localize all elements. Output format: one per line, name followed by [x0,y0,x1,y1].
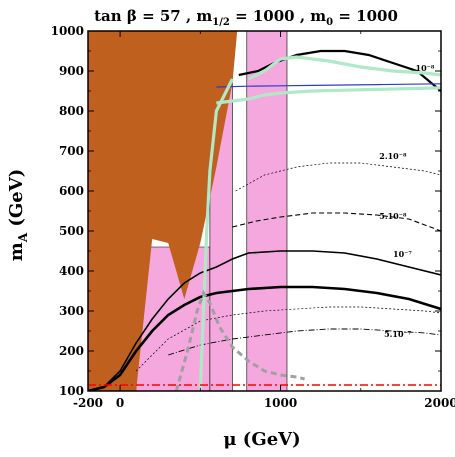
series-line-11 [174,289,305,391]
series-line-10 [198,78,234,391]
series-line-8 [216,86,441,105]
series-line-6 [168,328,441,356]
chart-title: tan β = 57 , m1/2 = 1000 , m0 = 1000 [94,7,398,28]
y-axis-label: mA (GeV) [6,169,30,261]
title-eq3: = 1000 [333,7,398,25]
series-line-7 [216,83,441,88]
y-tick-label-4: 500 [59,224,84,238]
ticks-layer: 100 200 300 400 500 600 700 800 900 1000 -200 0 1000… [51,24,455,410]
y-axis-label-tail: (GeV) [6,169,27,233]
title-sub-0: 0 [326,17,333,28]
series-line-5 [135,306,441,372]
title-tan: tan [94,7,127,25]
x-tick-label-1: 0 [116,396,124,410]
title-eq1: = 57 , m [137,7,213,25]
y-axis-label-main: m [6,242,27,261]
series-line-0 [238,49,441,92]
y-tick-label-3: 400 [59,264,84,278]
y-tick-label-6: 700 [59,144,84,158]
x-axis-label: μ (GeV) [223,429,300,450]
contour-label-1: 2.10⁻⁸ [379,151,407,161]
x-tick-label-0: -200 [73,396,103,410]
series-line-3 [88,250,441,391]
y-tick-label-0: 100 [59,384,84,398]
series-line-1 [235,162,441,192]
series-line-9 [247,55,441,81]
y-tick-label-5: 600 [59,184,84,198]
contour-label-2: 5.10⁻⁸ [379,211,407,221]
excluded-region [88,31,238,391]
contour-lines-layer [88,49,441,391]
y-axis-label-sub: A [16,232,30,243]
y-tick-label-8: 900 [59,64,84,78]
regions-layer [88,30,288,392]
title-sub-half: 1/2 [212,17,230,28]
contour-label-0: 10⁻⁸ [416,63,435,73]
y-tick-label-7: 800 [59,104,84,118]
title-eq2: = 1000 , m [230,7,326,25]
title-beta: β [127,7,137,25]
x-tick-label-2: 1000 [264,396,297,410]
y-tick-label-2: 300 [59,304,84,318]
y-tick-label-9: 1000 [51,24,84,38]
series-line-4 [88,285,441,391]
contour-label-6: 5.10⁻⁷ [384,329,412,339]
annotations-layer: 10⁻⁸ 2.10⁻⁸ 5.10⁻⁸ 10⁻⁷ 5.10⁻⁷ [379,63,435,339]
pink-band-3 [246,30,288,392]
contour-label-3: 10⁻⁷ [393,249,412,259]
series-line-2 [232,212,441,232]
x-tick-label-3: 2000 [424,396,455,410]
y-tick-label-1: 200 [59,344,84,358]
